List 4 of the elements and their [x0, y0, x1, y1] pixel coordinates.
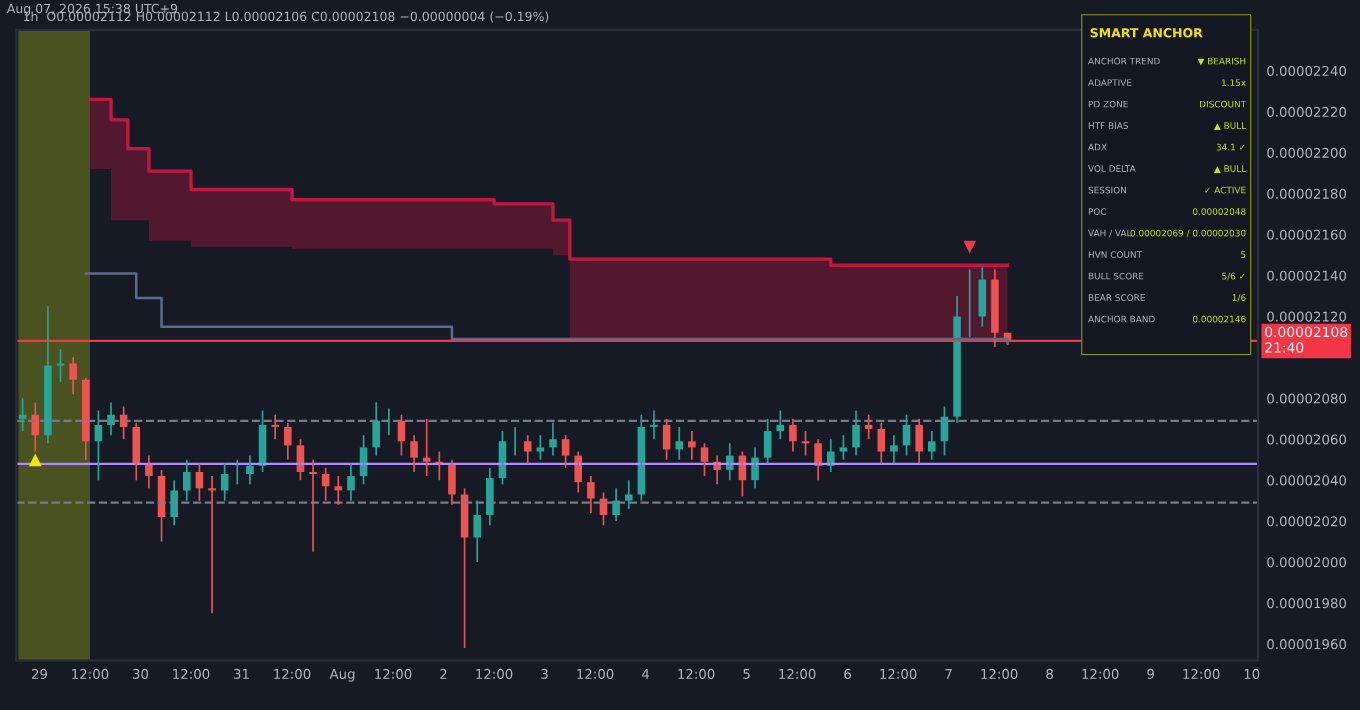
- annotation: ▼: [963, 240, 977, 254]
- candlestick: [839, 434, 848, 461]
- candlestick: [56, 348, 65, 383]
- candlestick: [536, 434, 545, 461]
